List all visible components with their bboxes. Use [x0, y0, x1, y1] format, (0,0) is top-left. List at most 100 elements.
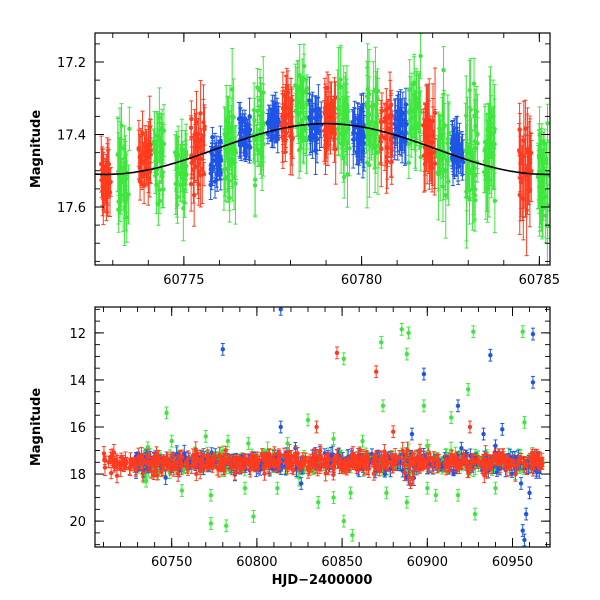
top-red-point [384, 144, 390, 150]
top-red-point [201, 171, 207, 177]
top-red-point [99, 161, 104, 167]
top-green-point [482, 159, 488, 164]
top-red-point [528, 151, 533, 156]
top-green-point [118, 144, 123, 149]
top-red-point [196, 182, 201, 187]
top-green-point [223, 146, 228, 151]
top-axis-ticks: 60775 60780 60785 17.2 17.4 17.6 [57, 33, 560, 288]
top-green-point [232, 149, 237, 154]
top-red-point [194, 155, 200, 161]
top-blue-point [267, 113, 273, 118]
top-green-point [161, 187, 166, 192]
top-green-point [127, 126, 132, 132]
top-green-point [304, 86, 309, 92]
top-green-point [261, 141, 266, 147]
top-green-point [341, 142, 346, 147]
top-green-point [345, 108, 351, 114]
top-blue-point [218, 170, 223, 176]
top-red-point [189, 160, 194, 166]
top-green-point [407, 109, 412, 114]
top-blue-point [308, 119, 313, 124]
top-red-point [107, 190, 113, 195]
top-blue-point [395, 116, 400, 122]
top-green-point [471, 81, 477, 86]
top-green-point [122, 156, 127, 161]
top-red-point [139, 155, 144, 161]
top-blue-point [210, 134, 215, 140]
top-red-point [188, 181, 194, 187]
top-green-point [336, 112, 342, 117]
top-green-point [157, 187, 162, 193]
top-red-point [104, 177, 109, 182]
top-red-point [424, 153, 430, 158]
top-green-point [372, 136, 378, 141]
top-green-point [159, 125, 165, 131]
top-red-point [322, 110, 328, 115]
top-red-point [525, 177, 531, 182]
top-green-point [491, 145, 496, 151]
top-red-point [105, 159, 110, 164]
top-blue-point [392, 135, 397, 140]
top-red-point [189, 116, 194, 122]
top-green-point [485, 127, 491, 132]
top-green-point [226, 166, 231, 172]
top-green-point [338, 77, 343, 82]
top-green-point [376, 143, 381, 148]
top-blue-point [398, 115, 404, 120]
top-green-point [346, 126, 351, 131]
top-red-point [388, 102, 394, 107]
top-green-point [482, 169, 487, 175]
top-green-point [441, 154, 446, 159]
top-red-point [388, 136, 394, 141]
top-green-point [366, 92, 372, 97]
top-red-point [324, 85, 330, 91]
top-green-point [176, 153, 181, 158]
top-green-point [174, 185, 179, 191]
model-curve [95, 122, 550, 176]
top-green-point [543, 156, 549, 162]
top-blue-point [398, 130, 403, 135]
top-blue-point [208, 163, 214, 168]
top-green-point [295, 85, 301, 90]
top-green-point [406, 160, 412, 165]
top-green-point [543, 194, 549, 199]
top-green-point [441, 67, 446, 73]
top-red-point [327, 115, 332, 120]
top-green-point [157, 137, 162, 143]
top-green-point [471, 185, 476, 190]
top-green-point [172, 150, 178, 155]
top-red-point [284, 85, 289, 90]
top-green-point [537, 204, 543, 209]
top-green-point [408, 127, 414, 133]
top-green-point [407, 87, 412, 92]
top-blue-point [209, 168, 214, 173]
top-red-point [330, 117, 336, 122]
top-red-point [525, 165, 530, 171]
top-green-point [418, 144, 423, 149]
top-green-point [414, 100, 419, 105]
top-red-point [379, 146, 384, 151]
top-blue-point [313, 106, 318, 112]
top-red-point [382, 135, 388, 140]
top-green-point [364, 100, 370, 106]
top-green-point [465, 166, 471, 171]
top-blue-point [312, 135, 317, 141]
top-green-point [124, 197, 129, 202]
top-blue-point [317, 128, 322, 134]
top-green-point [119, 177, 124, 183]
top-green-point [344, 129, 349, 135]
top-x-tick-label: 60775 [163, 273, 204, 288]
top-green-point [261, 90, 266, 95]
full-data-points [101, 307, 546, 547]
top-green-point [489, 131, 494, 136]
top-green-point [472, 139, 478, 144]
top-green-point [438, 134, 443, 139]
top-green-point [436, 171, 441, 177]
top-green-point [152, 146, 157, 151]
top-x-tick-label: 60780 [341, 273, 382, 288]
top-green-point [227, 178, 232, 184]
top-green-point [255, 85, 260, 90]
